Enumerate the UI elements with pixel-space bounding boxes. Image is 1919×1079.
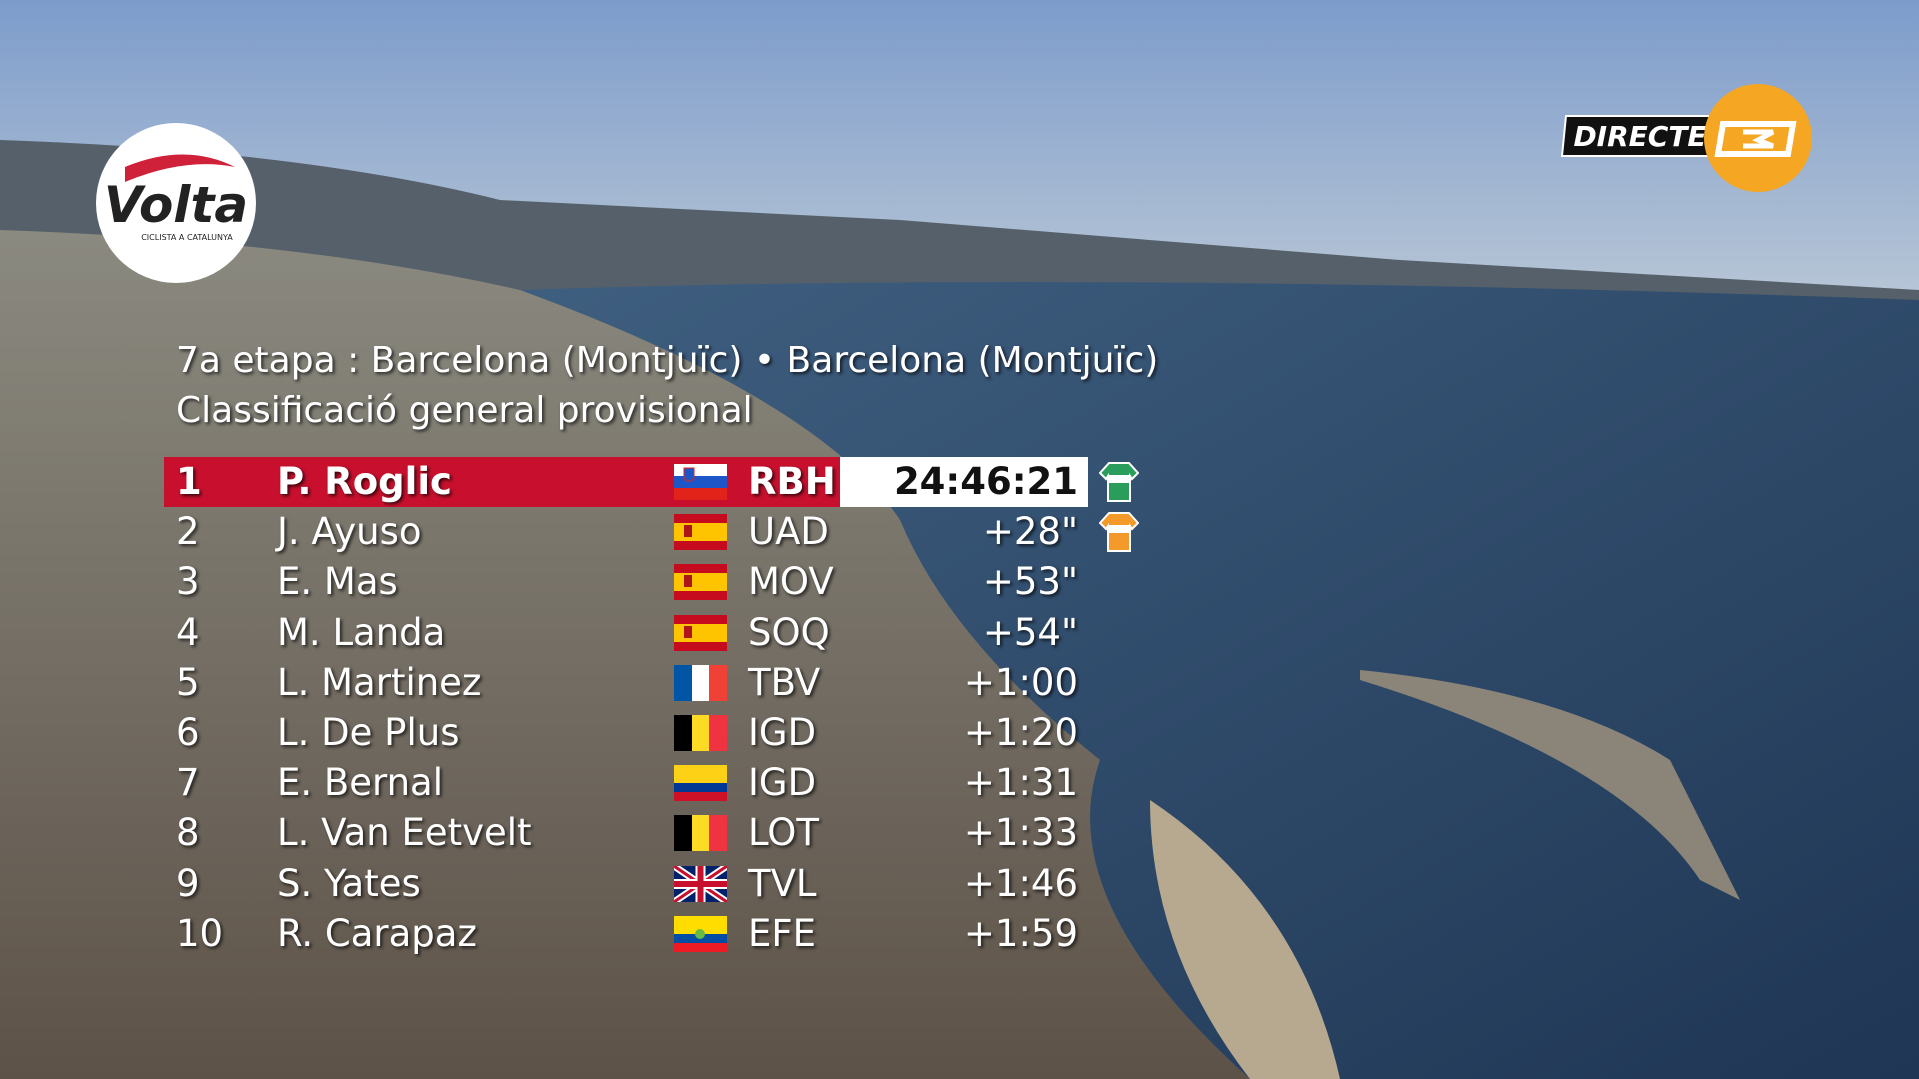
time: +53" [982,560,1078,604]
rank: 9 [176,861,200,905]
time: +1:00 [963,660,1078,704]
time: +1:31 [963,761,1078,805]
broadcaster-logo: DIRECTE [1560,84,1812,192]
team: SOQ [748,610,830,654]
rank: 7 [176,761,200,805]
volta-title: Volta [104,176,248,234]
rider-name: L. De Plus [277,711,460,754]
rank: 1 [176,460,202,503]
standings-row: 10 R. Carapaz EFE +1:59 [164,909,1144,959]
classification-title: Classificació general provisional [176,390,753,431]
leader-time-box [840,457,1088,507]
rank: 4 [176,610,200,654]
standings-row: 4 M. Landa SOQ +54" [164,608,1144,658]
rider-name: S. Yates [277,861,421,905]
rank: 3 [176,560,200,604]
team: RBH [748,460,836,503]
standings-row: 2 J. Ayuso UAD +28" [164,507,1144,557]
rank: 8 [176,811,200,855]
rider-name: J. Ayuso [277,510,422,554]
jersey-icon [1099,512,1139,553]
flag [674,464,727,500]
team: LOT [748,811,820,855]
team: IGD [748,711,817,754]
rider-name: L. Martinez [277,660,482,704]
rider-name: M. Landa [277,610,446,654]
standings-row: 8 L. Van Eetvelt LOT +1:33 [164,808,1144,858]
rider-name: R. Carapaz [277,911,477,955]
volta-subtitle: CICLISTA A CATALUNYA [141,233,233,242]
standings-row: 5 L. Martinez TBV +1:00 [164,658,1144,708]
flag [674,765,727,802]
team: MOV [748,560,834,604]
rank: 6 [176,711,200,754]
time: 24:46:21 [893,460,1078,503]
time: +28" [982,510,1078,554]
rider-name: L. Van Eetvelt [277,811,532,855]
rider-name: E. Bernal [277,761,444,805]
flag [674,664,727,701]
team: EFE [748,911,817,955]
volta-logo: Volta CICLISTA A CATALUNYA [96,123,256,283]
flag [674,514,727,551]
rank: 5 [176,660,200,704]
stage-title: 7a etapa : Barcelona (Montjuïc) • Barcel… [176,340,1159,381]
standings-row: 6 L. De Plus IGD +1:20 [164,708,1144,758]
time: +1:46 [963,861,1078,905]
standings-row: 1 P. Roglic RBH 24:46:21 [164,457,1144,507]
flag [674,815,727,852]
flag [674,564,727,601]
rider-name: E. Mas [277,560,398,604]
team: TVL [748,861,817,905]
rank: 2 [176,510,200,554]
leader-bar [164,457,840,507]
team: TBV [748,660,821,704]
flag [674,865,727,902]
team: UAD [748,510,829,554]
time: +1:59 [963,911,1078,955]
live-label: DIRECTE [1573,120,1706,153]
flag [674,614,727,651]
team: IGD [748,761,817,805]
time: +1:33 [963,811,1078,855]
standings-row: 3 E. Mas MOV +53" [164,557,1144,607]
rank: 10 [176,911,224,955]
flag [674,715,727,751]
standings-row: 7 E. Bernal IGD +1:31 [164,758,1144,808]
rider-name: P. Roglic [277,460,452,503]
standings-row: 9 S. Yates TVL +1:46 [164,859,1144,909]
jersey-icon [1099,462,1139,502]
time: +1:20 [963,711,1078,754]
time: +54" [982,610,1078,654]
flag [674,915,727,952]
